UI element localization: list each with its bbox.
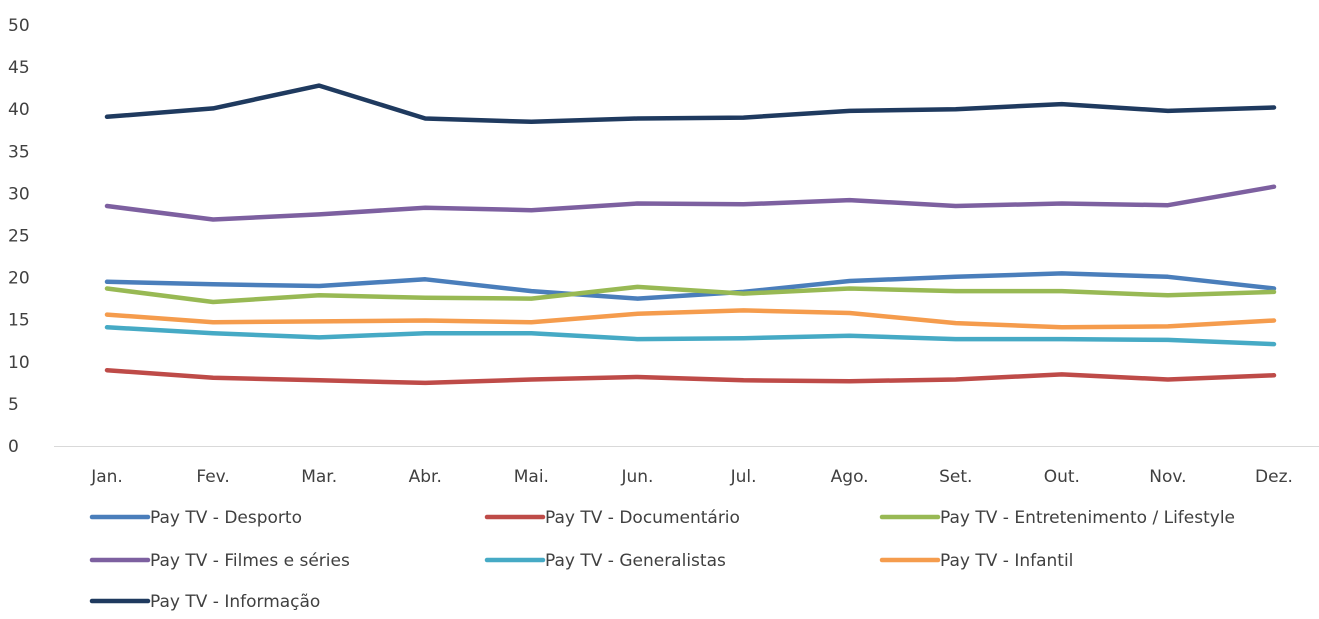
legend-item: Pay TV - Infantil [879, 551, 1073, 571]
legend-item: Pay TV - Desporto [89, 508, 302, 528]
series-line [104, 325, 1277, 347]
legend-item: Pay TV - Documentário [484, 508, 740, 528]
series-line [104, 83, 1277, 125]
x-tick-label: Jul. [730, 467, 757, 487]
x-tick-label: Out. [1044, 467, 1080, 487]
legend-item: Pay TV - Entretenimento / Lifestyle [879, 508, 1235, 528]
x-tick-label: Jun. [620, 467, 653, 487]
x-tick-label: Fev. [196, 467, 229, 487]
legend-item: Pay TV - Informação [89, 592, 320, 612]
series-lines [104, 83, 1277, 386]
x-tick-label: Jan. [90, 467, 123, 487]
legend: Pay TV - Desporto Pay TV - Documentário Pa… [89, 508, 1235, 612]
y-tick-label: 40 [8, 100, 30, 120]
legend-label: Pay TV - Documentário [545, 508, 740, 528]
y-tick-label: 10 [8, 353, 30, 373]
y-tick-label: 35 [8, 142, 30, 162]
x-tick-label: Ago. [831, 467, 869, 487]
legend-label: Pay TV - Informação [150, 592, 320, 612]
legend-label: Pay TV - Infantil [940, 551, 1073, 571]
series-line [104, 367, 1277, 386]
y-tick-label: 15 [8, 311, 30, 331]
x-tick-label: Abr. [409, 467, 442, 487]
x-axis-ticks: Jan. Fev. Mar. Abr. Mai. Jun. Jul. Ago. Set. Out.… [90, 467, 1293, 487]
series-line [104, 308, 1277, 330]
y-axis-ticks: 0 5 10 15 20 25 30 35 40 45 50 [8, 16, 30, 457]
series-line [104, 271, 1277, 301]
x-tick-label: Dez. [1255, 467, 1293, 487]
y-tick-label: 50 [8, 16, 30, 36]
y-tick-label: 25 [8, 227, 30, 247]
series-line [104, 284, 1277, 305]
x-tick-label: Mar. [301, 467, 337, 487]
x-tick-label: Nov. [1149, 467, 1186, 487]
x-tick-label: Mai. [514, 467, 549, 487]
y-tick-label: 20 [8, 269, 30, 289]
legend-label: Pay TV - Entretenimento / Lifestyle [940, 508, 1235, 528]
legend-item: Pay TV - Filmes e séries [89, 551, 350, 571]
legend-label: Pay TV - Filmes e séries [150, 551, 350, 571]
legend-label: Pay TV - Desporto [150, 508, 302, 528]
legend-item: Pay TV - Generalistas [484, 551, 726, 571]
y-tick-label: 30 [8, 184, 30, 204]
y-tick-label: 5 [8, 395, 19, 415]
legend-label: Pay TV - Generalistas [545, 551, 726, 571]
series-line [104, 184, 1277, 222]
y-tick-label: 45 [8, 58, 30, 78]
y-tick-label: 0 [8, 437, 19, 457]
x-tick-label: Set. [939, 467, 972, 487]
